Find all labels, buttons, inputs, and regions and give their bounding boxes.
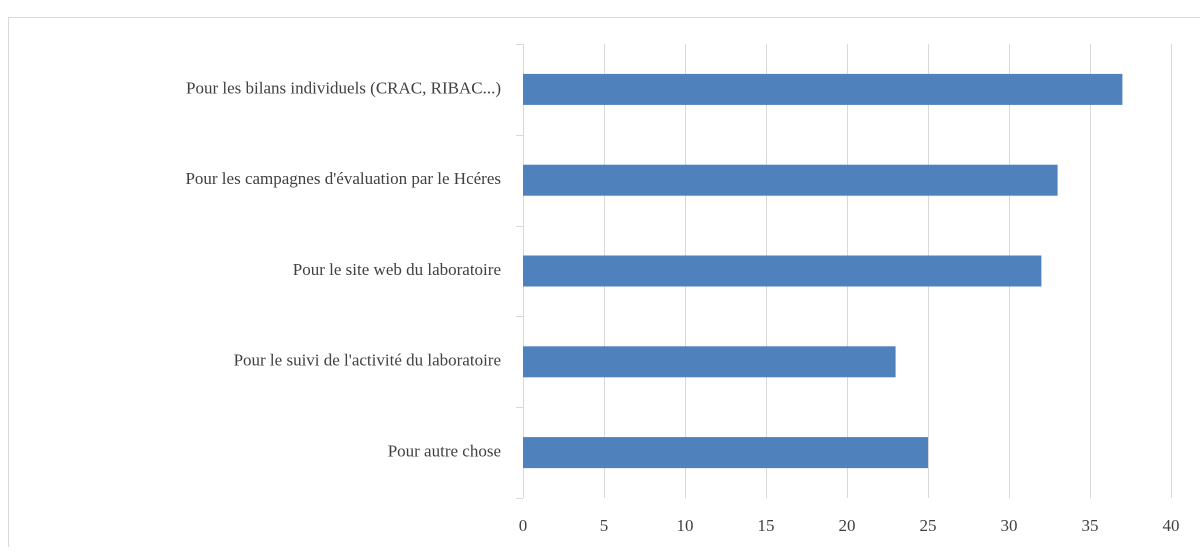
x-tick-label: 5 bbox=[600, 516, 609, 535]
x-tick-label: 25 bbox=[920, 516, 937, 535]
y-tick-label: Pour le suivi de l'activité du laboratoi… bbox=[234, 351, 501, 370]
x-tick-label: 30 bbox=[1001, 516, 1018, 535]
x-tick-label: 35 bbox=[1082, 516, 1099, 535]
bar bbox=[523, 74, 1122, 105]
x-tick-label: 40 bbox=[1163, 516, 1180, 535]
y-tick-label: Pour autre chose bbox=[388, 442, 501, 461]
y-tick-label: Pour le site web du laboratoire bbox=[293, 260, 501, 279]
bar bbox=[523, 165, 1058, 196]
x-tick-label: 10 bbox=[677, 516, 694, 535]
bar bbox=[523, 256, 1041, 287]
x-tick-label: 0 bbox=[519, 516, 528, 535]
bar bbox=[523, 437, 928, 468]
x-tick-label: 15 bbox=[758, 516, 775, 535]
y-tick-label: Pour les bilans individuels (CRAC, RIBAC… bbox=[186, 78, 501, 97]
x-tick-label: 20 bbox=[839, 516, 856, 535]
bar bbox=[523, 346, 896, 377]
y-tick-label: Pour les campagnes d'évaluation par le H… bbox=[185, 169, 501, 188]
